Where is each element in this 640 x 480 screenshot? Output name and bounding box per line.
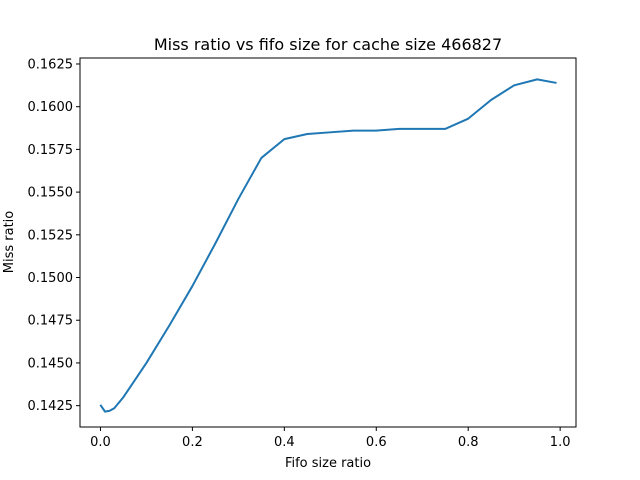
x-axis-ticks: 0.0 0.2 0.4 0.6 0.8 1.0	[90, 427, 570, 450]
plot-area	[79, 57, 577, 428]
series-line-1	[99, 78, 557, 413]
x-axis-label: Fifo size ratio	[285, 456, 371, 471]
x-tick-label: 0.0	[90, 435, 111, 450]
axes-frame	[79, 57, 577, 428]
y-tick-label: 0.1425	[28, 399, 74, 414]
y-tick-label: 0.1475	[28, 314, 74, 329]
x-tick-label: 1.0	[550, 435, 571, 450]
y-axis-label: Miss ratio	[2, 211, 17, 274]
y-tick-label: 0.1625	[28, 57, 74, 72]
y-tick-label: 0.1525	[28, 228, 74, 243]
x-tick-label: 0.2	[182, 435, 203, 450]
y-tick-label: 0.1575	[28, 143, 74, 158]
y-tick-label: 0.1600	[28, 100, 74, 115]
y-tick-label: 0.1500	[28, 271, 74, 286]
y-tick-label: 0.1550	[28, 186, 74, 201]
x-tick-label: 0.6	[366, 435, 387, 450]
x-tick-label: 0.8	[458, 435, 479, 450]
y-axis-ticks: 0.1425 0.1450 0.1475 0.1500 0.1525 0.1550 0.15…	[28, 57, 80, 414]
y-tick-label: 0.1450	[28, 356, 74, 371]
x-tick-label: 0.4	[274, 435, 295, 450]
chart-title: Miss ratio vs fifo size for cache size 4…	[154, 35, 502, 54]
